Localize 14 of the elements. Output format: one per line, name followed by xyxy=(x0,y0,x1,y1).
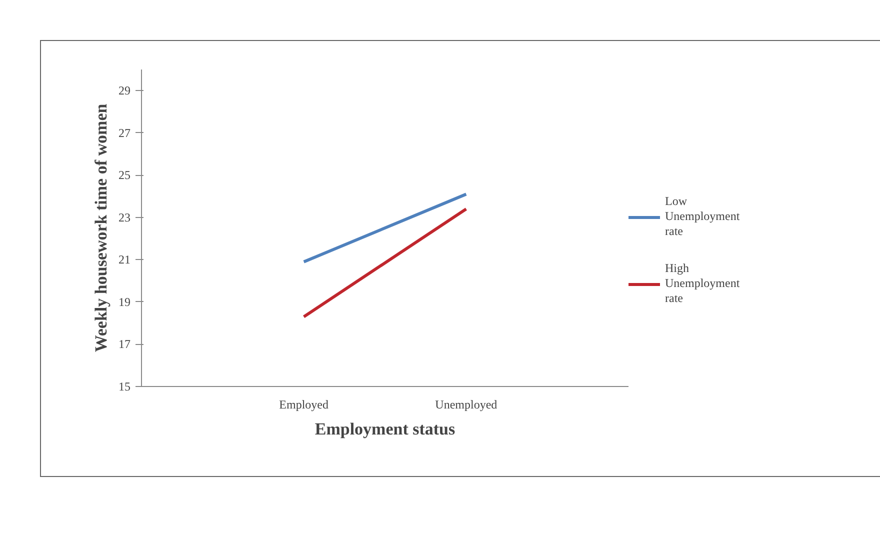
y-axis-title: Weekly housework time of women xyxy=(92,103,110,352)
y-tick-label: 27 xyxy=(118,126,130,140)
x-tick-label: Unemployed xyxy=(435,398,498,412)
y-tick-label: 23 xyxy=(118,210,130,224)
y-tick-label: 15 xyxy=(118,380,130,394)
y-tick-label: 29 xyxy=(118,84,130,98)
y-tick-label: 25 xyxy=(118,168,130,182)
y-tick-label: 21 xyxy=(118,252,130,267)
x-axis-title: Employment status xyxy=(314,420,456,438)
y-tick-label: 19 xyxy=(118,294,130,309)
y-tick-label: 17 xyxy=(118,337,130,352)
x-tick-label: Employed xyxy=(279,398,328,412)
legend-label: High Unemployment rate xyxy=(665,261,740,306)
legend-label: Low Unemployment rate xyxy=(665,194,740,239)
